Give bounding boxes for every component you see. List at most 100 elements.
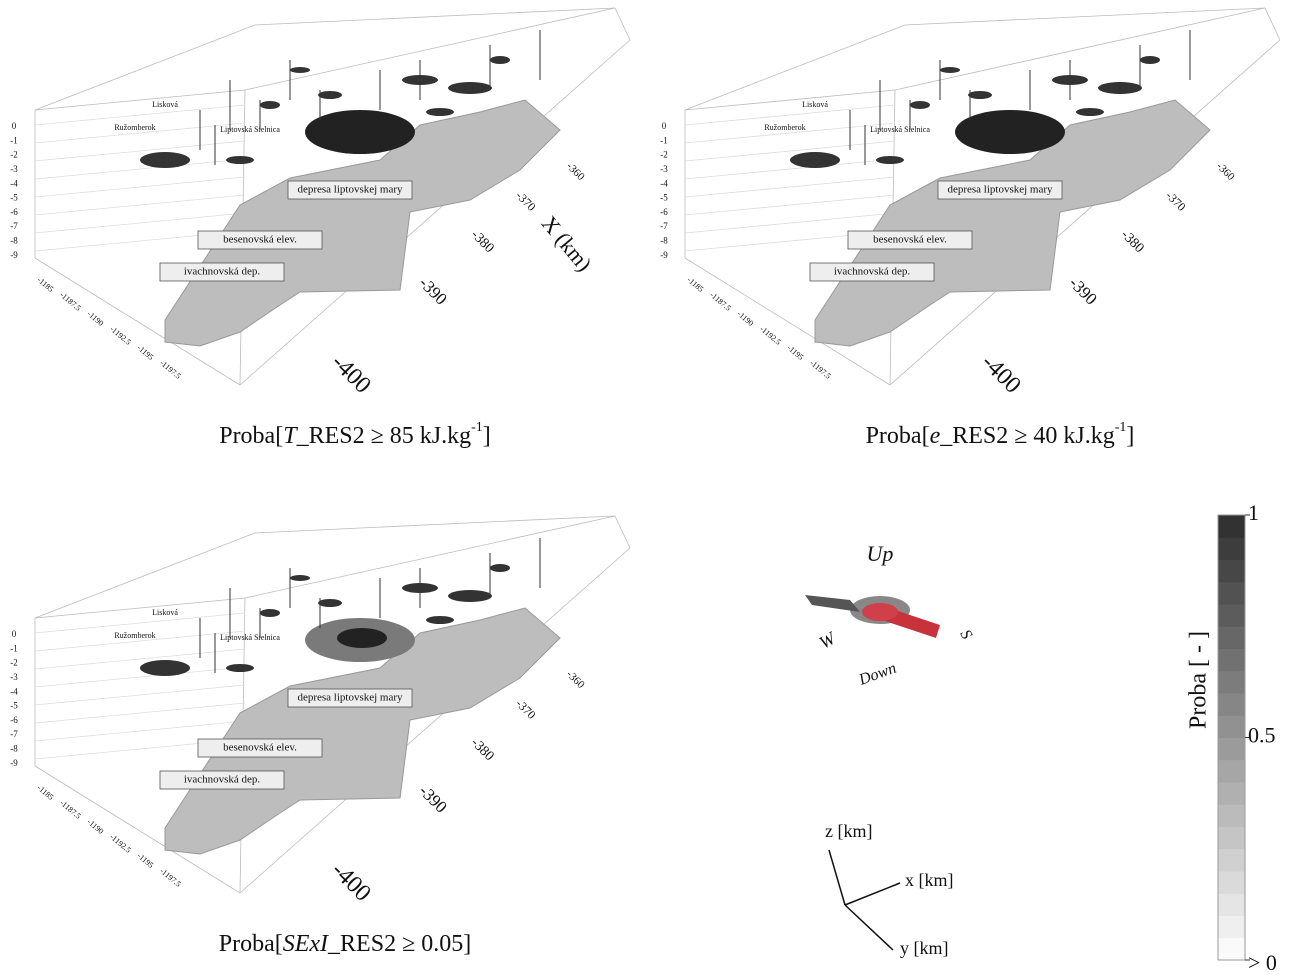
y-tick-label: -1185 [35,783,55,802]
y-tick-label: -1195 [785,343,805,362]
y-tick-label: -1195 [135,851,155,870]
region-label: ivachnovská dep. [834,266,911,278]
colorbar-step [1218,737,1245,761]
place-label: Liptovská Sielnica [220,633,280,642]
x-tick-label: -390 [1065,273,1100,308]
box-edge [889,39,1281,386]
box-edge [894,7,1266,91]
z-tick-label: -6 [10,207,18,217]
anomaly [260,609,280,617]
triad-x-label: x [km] [905,870,954,890]
z-tick-label: -9 [660,250,668,260]
place-label: Liptovská Sielnica [220,125,280,134]
x-tick-label: -390 [415,273,450,308]
caption-open: Proba[ [219,423,283,449]
triad-x [844,882,901,906]
caption-close: ] [483,423,491,449]
colorbar-step [1218,893,1245,916]
z-tick-label: -7 [10,221,18,231]
box-edge [254,7,616,26]
colorbar-step [1218,670,1245,694]
caption-rest: _RES2 ≥ 0.05 [327,931,463,957]
z-tick-label: -1 [10,135,18,145]
grid-line [34,158,246,180]
panel-caption: Proba[T_RES2 ≥ 85 kJ.kg-1] [219,420,491,448]
colorbar-title: Proba [ - ] [1186,631,1212,729]
grid-line [684,176,896,198]
y-tick-label: -1187.5 [708,290,732,313]
colorbar-tick-label: > 0 [1248,950,1277,975]
grid-line [684,158,896,180]
z-tick-label: -9 [10,758,18,768]
region-label-box [287,688,413,708]
panel-caption: Proba[SExI_RES2 ≥ 0.05] [219,931,471,957]
region-label-box [159,262,285,282]
bounding-box [684,7,1281,386]
anomaly [876,156,904,164]
grid-line [34,104,246,126]
z-tick-label: -2 [10,658,18,668]
anomaly [226,156,254,164]
z-tick-label: -1 [10,643,18,653]
x-tick-label: -360 [564,160,587,183]
box-edge [614,515,631,549]
z-tick-label: -7 [10,729,18,739]
y-tick-label: -1190 [85,817,105,836]
x-tick-label: -390 [415,781,450,816]
anomaly [490,564,510,572]
anomaly [290,575,310,581]
anomaly [910,101,930,109]
anomaly [1140,56,1160,64]
z-tick-label: -8 [660,235,668,245]
plateau-surface [164,607,561,855]
colorbar: Proba [ - ] 1 0.5 > 0 [1186,500,1277,975]
place-label: Lisková [802,100,828,109]
colorbar-step [1218,626,1245,649]
y-tick-label: -1190 [735,309,755,328]
region-label: ivachnovská dep. [184,774,261,786]
axis-triad: z [km] x [km] y [km] [825,821,954,958]
colorbar-tick-label: 1 [1248,500,1259,525]
grid-line [34,176,246,198]
x-tick-label: -400 [976,349,1026,399]
compass-down: Down [856,660,899,689]
region-label: besenovská elev. [873,234,947,246]
plateau-surface [814,99,1211,347]
region-label-box [937,180,1063,200]
compass-arm [805,595,860,612]
z-tick-label: -9 [10,250,18,260]
y-tick-label: -1190 [85,309,105,328]
colorbar-step [1218,537,1245,560]
caption-rest: _RES2 ≥ 40 kJ.kg [939,423,1115,449]
y-tick-label: -1192.5 [758,324,782,347]
z-tick-label: -5 [10,193,18,203]
box-edge [34,257,241,386]
grid-line [34,648,246,670]
y-tick-label: -1192.5 [108,832,132,855]
x-tick-label: -380 [1118,227,1147,256]
panel: depresa liptovskej mary besenovská elev. i… [10,515,631,957]
z-tick-label: -2 [10,150,18,160]
triad-y-label: y [km] [900,938,949,958]
anomaly [426,616,454,624]
colorbar-step [1218,648,1245,672]
panel-caption: Proba[e_RES2 ≥ 40 kJ.kg-1] [866,420,1135,448]
colorbar-step [1218,693,1245,716]
anomaly [426,108,454,116]
colorbar-step [1218,604,1245,627]
caption-open: Proba[ [866,423,930,449]
region-label: ivachnovská dep. [184,266,261,278]
box-edge [34,532,256,619]
z-tick-label: -3 [660,164,668,174]
z-tick-label: 0 [662,121,667,131]
anomaly [140,152,190,168]
z-tick-label: 0 [12,629,17,639]
box-edge [614,7,631,41]
caption-open: Proba[ [219,931,283,957]
probability-blob-core [337,628,387,648]
grid-line [684,140,896,162]
caption-variable: SExI [283,931,329,957]
colorbar-step [1218,715,1245,738]
box-edge [34,597,246,619]
grid-line [34,194,246,216]
